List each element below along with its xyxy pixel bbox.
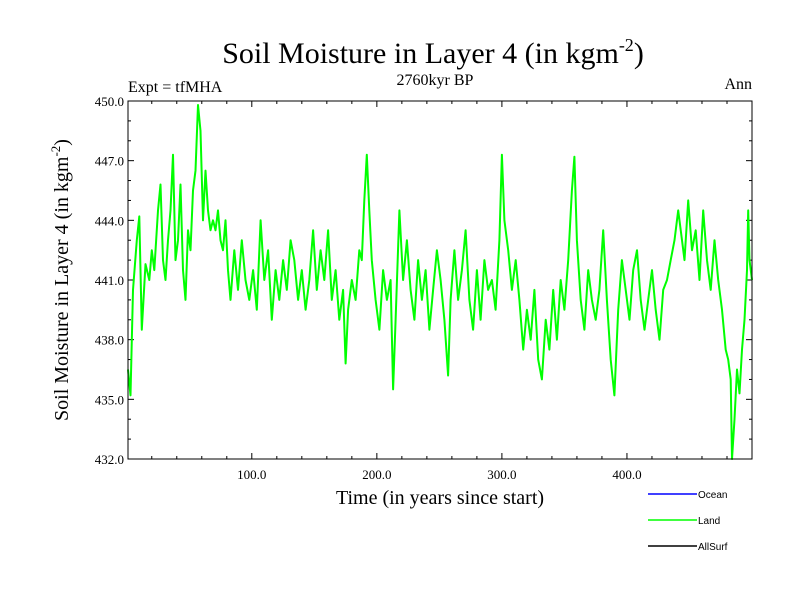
legend: Ocean Land AllSurf — [648, 490, 728, 553]
legend-label-allsurf: AllSurf — [698, 542, 728, 553]
y-tick-label: 444.0 — [95, 213, 124, 228]
x-axis-label: Time (in years since start) — [336, 487, 544, 509]
x-tick-label: 200.0 — [362, 467, 391, 482]
legend-label-land: Land — [698, 516, 720, 527]
series-line-land — [127, 104, 753, 460]
y-tick-label: 447.0 — [95, 154, 124, 169]
chart-title: Soil Moisture in Layer 4 (in kgm-2) — [222, 35, 644, 70]
legend-label-ocean: Ocean — [698, 490, 727, 501]
y-axis-label-superscript: -2 — [48, 146, 63, 157]
tick-labels: 100.0 200.0 300.0 400.0 432.0 435.0 438.0 441.0… — [95, 94, 642, 482]
y-axis-label-close: ) — [51, 139, 73, 146]
y-tick-label: 441.0 — [95, 273, 124, 288]
chart-title-close: ) — [634, 37, 644, 70]
y-tick-label: 450.0 — [95, 94, 124, 109]
series — [127, 104, 753, 460]
subtitle-center: 2760kyr BP — [397, 72, 474, 89]
chart-title-superscript: -2 — [619, 35, 634, 55]
plot-frame — [127, 100, 753, 460]
subtitle-left: Expt = tfMHA — [128, 79, 223, 96]
y-tick-label: 432.0 — [95, 452, 124, 467]
y-tick-label: 438.0 — [95, 333, 124, 348]
x-tick-label: 100.0 — [237, 467, 266, 482]
y-axis-label: Soil Moisture in Layer 4 (in kgm-2) — [48, 139, 73, 421]
y-tick-label: 435.0 — [95, 392, 124, 407]
subtitle-right: Ann — [724, 76, 752, 93]
x-tick-label: 300.0 — [487, 467, 516, 482]
x-tick-label: 400.0 — [612, 467, 641, 482]
